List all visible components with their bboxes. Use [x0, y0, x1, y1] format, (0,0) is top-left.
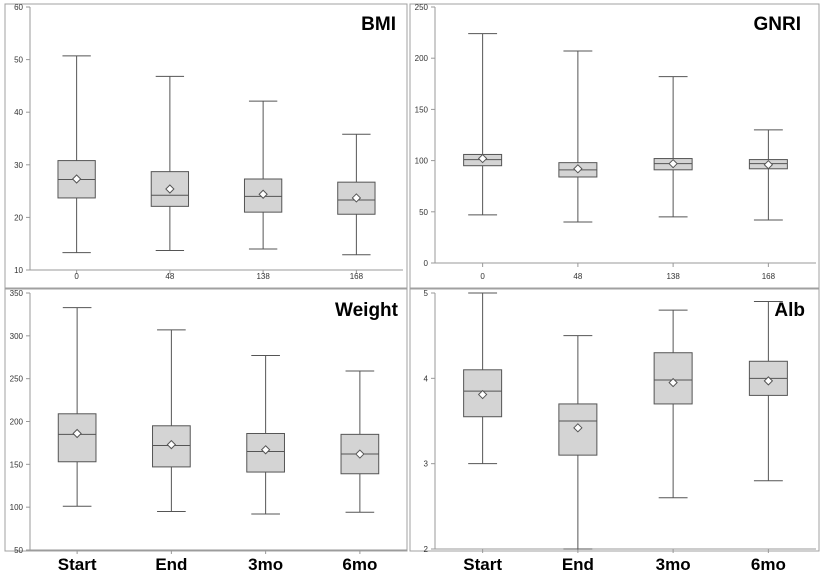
weight-x-tick-label: End [155, 555, 187, 574]
alb-panel-frame [409, 288, 820, 552]
mean-marker [668, 158, 678, 169]
weight-x-tick-label: Start [58, 555, 97, 574]
alb-x-tick-label: Start [463, 555, 502, 574]
gnri-box-3 [748, 129, 788, 221]
alb-x-tick-label: 3mo [656, 555, 691, 574]
mean-marker [72, 428, 82, 439]
bmi-box-0 [57, 55, 96, 254]
mean-marker [71, 174, 82, 184]
mean-marker [258, 189, 268, 199]
gnri-y-tick-label: 200 [415, 54, 429, 63]
alb-panel: 2 3 4 5 Start End 3mo 6mo Alb [409, 288, 820, 574]
weight-y-tick-label: 300 [10, 332, 24, 341]
alb-box-1 [558, 335, 598, 550]
alb-y-tick-label: 2 [424, 545, 429, 554]
weight-panel: 50 100 150 200 250 300 350 Start End 3mo 6mo Weight [4, 288, 408, 574]
weight-box-3 [340, 370, 380, 513]
gnri-panel-frame [409, 3, 820, 289]
bmi-y-tick-label: 50 [14, 56, 23, 65]
weight-box-1 [152, 329, 191, 512]
weight-panel-title: Weight [335, 300, 399, 321]
mean-marker [355, 449, 365, 459]
gnri-x-tick-label: 138 [666, 272, 680, 281]
mean-marker [260, 445, 271, 455]
weight-x-tick-label: 3mo [248, 555, 283, 574]
alb-box-3 [748, 301, 788, 482]
bmi-y-tick-label: 40 [14, 108, 23, 117]
mean-marker [165, 184, 175, 194]
alb-box-0 [463, 292, 503, 465]
gnri-x-tick-label: 0 [480, 272, 485, 281]
alb-box-2 [653, 309, 693, 499]
alb-y-tick-label: 4 [424, 374, 429, 383]
bmi-panel-title: BMI [361, 14, 396, 35]
mean-marker [477, 153, 488, 164]
mean-marker [166, 439, 177, 450]
alb-panel-title: Alb [774, 300, 805, 321]
weight-box-0 [57, 307, 97, 507]
gnri-panel-title: GNRI [754, 14, 802, 35]
bmi-x-tick-label: 48 [165, 272, 174, 281]
weight-y-tick-label: 150 [10, 460, 24, 469]
gnri-box-2 [653, 76, 693, 218]
gnri-y-tick-label: 0 [424, 259, 429, 268]
gnri-box-0 [463, 33, 503, 216]
gnri-y-tick-label: 50 [419, 208, 428, 217]
mean-marker [763, 159, 774, 170]
mean-marker [573, 423, 583, 433]
weight-y-tick-label: 250 [10, 375, 24, 384]
bmi-x-tick-label: 0 [74, 272, 79, 281]
bmi-y-tick-label: 60 [14, 3, 23, 12]
weight-y-tick-label: 200 [10, 418, 24, 427]
bmi-y-tick-label: 20 [14, 213, 23, 222]
bmi-x-tick-label: 168 [350, 272, 364, 281]
weight-box-2 [246, 355, 285, 515]
bmi-y-tick-label: 10 [14, 266, 23, 275]
weight-y-tick-label: 350 [10, 289, 24, 298]
gnri-x-tick-label: 168 [762, 272, 776, 281]
alb-y-tick-label: 5 [424, 289, 429, 298]
alb-x-tick-label: End [562, 555, 594, 574]
gnri-panel: 0 50 100 150 200 250 0 48 138 168 GNRI [409, 3, 820, 289]
alb-y-tick-label: 3 [424, 460, 429, 469]
bmi-panel: 10 20 30 40 50 60 0 48 138 168 BMI [4, 3, 408, 289]
mean-marker [573, 164, 583, 174]
gnri-x-tick-label: 48 [573, 272, 582, 281]
mean-marker [668, 377, 678, 388]
gnri-box-1 [558, 50, 598, 223]
gnri-y-tick-label: 250 [415, 3, 429, 12]
gnri-y-tick-label: 150 [415, 105, 429, 114]
alb-x-tick-label: 6mo [751, 555, 786, 574]
bmi-box-2 [243, 100, 283, 250]
weight-y-tick-label: 100 [10, 503, 24, 512]
weight-y-tick-label: 50 [14, 546, 23, 555]
bmi-y-tick-label: 30 [14, 161, 23, 170]
gnri-y-tick-label: 100 [415, 157, 429, 166]
mean-marker [351, 193, 362, 203]
mean-marker [477, 389, 488, 400]
mean-marker [763, 376, 774, 386]
bmi-box-3 [337, 133, 376, 256]
bmi-box-1 [150, 75, 190, 252]
weight-x-tick-label: 6mo [342, 555, 377, 574]
bmi-panel-frame [4, 3, 408, 289]
bmi-x-tick-label: 138 [256, 272, 270, 281]
